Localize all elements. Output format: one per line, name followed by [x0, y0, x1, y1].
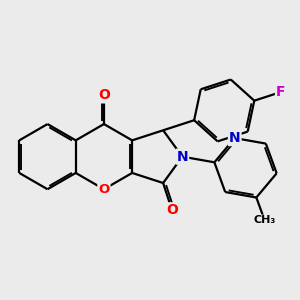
Text: F: F [276, 85, 286, 99]
Text: N: N [229, 131, 241, 145]
Text: CH₃: CH₃ [254, 215, 276, 226]
Text: O: O [166, 203, 178, 217]
Text: O: O [98, 88, 110, 102]
Text: N: N [176, 150, 188, 164]
Text: O: O [98, 183, 110, 196]
